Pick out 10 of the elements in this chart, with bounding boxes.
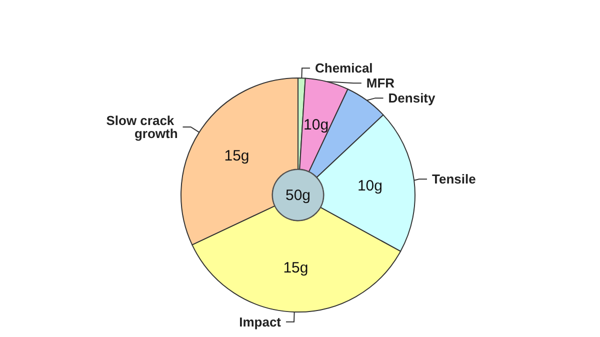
slice-label: Slow crack growth bbox=[106, 112, 178, 141]
slice-label: Density bbox=[388, 90, 436, 106]
slice-label: MFR bbox=[366, 76, 396, 91]
text: 15g bbox=[224, 148, 250, 165]
slice-label: Chemical bbox=[314, 60, 373, 76]
text: 10g bbox=[357, 177, 382, 194]
slice-label: Tensile bbox=[432, 172, 476, 187]
text: 15g bbox=[283, 259, 308, 276]
slice-label: Impact bbox=[239, 314, 282, 330]
text: 10g bbox=[304, 116, 329, 134]
